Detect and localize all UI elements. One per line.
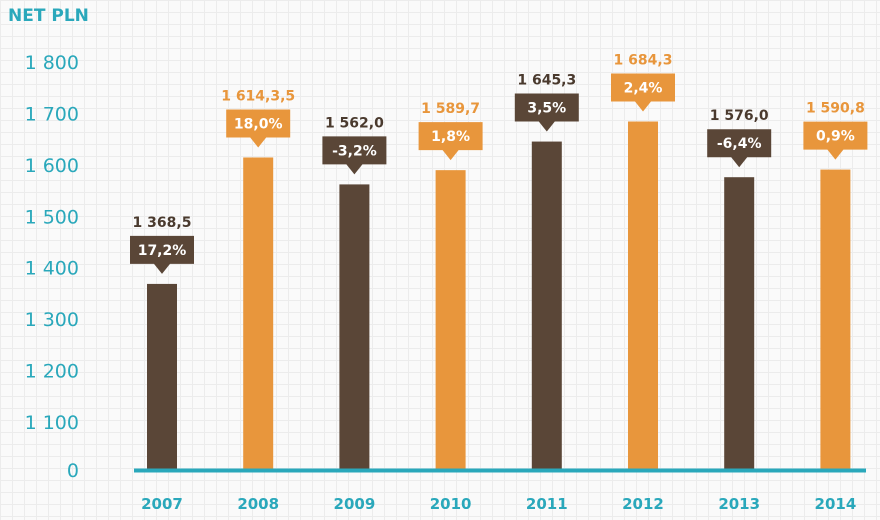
change-tag: [418, 122, 483, 161]
y-tick-label: 1 200: [25, 361, 79, 383]
x-tick-label: 2011: [526, 495, 568, 513]
x-tick-label: 2012: [622, 495, 664, 513]
x-tick-label: 2007: [141, 495, 183, 513]
y-axis-ticks: 0 1 100 1 200 1 300 1 400 1 500 1 600 1 700 1 80…: [25, 52, 79, 482]
change-tag: [322, 136, 387, 175]
value-label: 1 614,3,5: [221, 88, 295, 104]
x-tick-label: 2008: [237, 495, 279, 513]
change-label: -6,4%: [717, 136, 762, 152]
change-tag: [611, 73, 675, 112]
value-label: 1 684,3: [614, 53, 673, 69]
x-tick-label: 2009: [334, 495, 376, 513]
change-tag: [514, 93, 579, 132]
change-label: -3,2%: [332, 143, 377, 159]
value-label: 1 562,0: [325, 115, 384, 131]
y-tick-label: 1 500: [25, 206, 79, 228]
bar: [147, 283, 177, 470]
x-tick-label: 2013: [718, 495, 760, 513]
y-tick-label: 1 300: [25, 309, 79, 331]
bars: [147, 121, 851, 471]
value-label: 1 590,8: [806, 101, 865, 117]
bar: [435, 170, 466, 470]
change-tag: [803, 121, 868, 160]
y-tick-label: 1 800: [25, 52, 79, 74]
change-tag: [130, 235, 194, 274]
y-tick-label: 1 100: [25, 412, 79, 434]
change-tag: [226, 109, 291, 148]
change-label: 17,2%: [138, 243, 187, 259]
bar: [724, 177, 755, 470]
y-tick-label: 1 400: [25, 258, 79, 280]
change-label: 18,0%: [234, 116, 283, 132]
value-label: 1 576,0: [710, 108, 769, 124]
bar: [820, 169, 851, 471]
change-label: 3,5%: [527, 101, 566, 117]
bar: [531, 141, 562, 470]
y-tick-label: 1 700: [25, 103, 79, 125]
y-tick-label: 0: [67, 460, 79, 482]
y-tick-label: 1 600: [25, 155, 79, 177]
bar: [339, 184, 370, 470]
change-label: 0,9%: [816, 129, 855, 145]
bar: [628, 121, 658, 470]
value-label: 1 368,5: [133, 215, 192, 231]
change-label: 2,4%: [624, 81, 663, 97]
x-tick-label: 2014: [815, 495, 857, 513]
bar: [243, 157, 274, 470]
value-label: 1 645,3: [517, 73, 576, 89]
x-tick-label: 2010: [430, 495, 472, 513]
y-axis-unit-label: NET PLN: [8, 6, 89, 26]
change-tag: [707, 129, 772, 168]
bar-labels: 17,2% 1 368,5 18,0% 1 614,3,5 -3,2% 1 562,0 1,…: [130, 53, 868, 274]
x-axis-ticks: 2007 2008 2009 2010 2011 2012 2013 2014: [141, 495, 856, 513]
change-label: 1,8%: [431, 129, 470, 145]
value-label: 1 589,7: [421, 101, 480, 117]
